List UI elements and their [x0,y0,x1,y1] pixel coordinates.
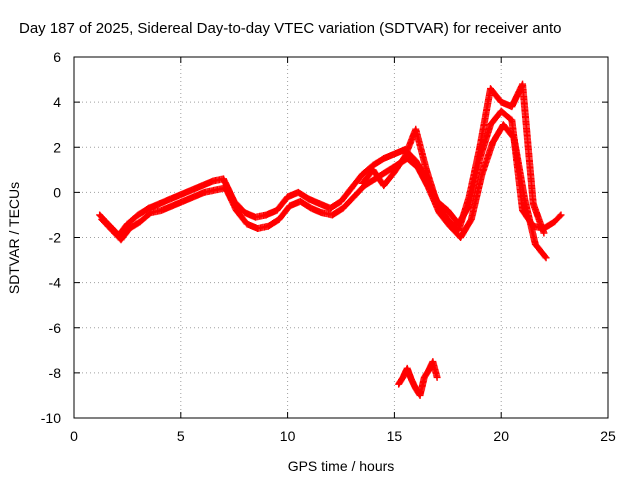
x-axis-label: GPS time / hours [288,458,395,474]
x-tick-labels: 0 5 10 15 20 25 [70,428,616,444]
data-layer [96,80,565,399]
y-tick-label: 6 [53,49,61,65]
data-series [358,80,548,237]
grid [74,57,608,418]
y-tick-label: 4 [53,94,61,110]
y-tick-label: 2 [53,139,61,155]
data-series [96,107,565,239]
y-tick-label: -2 [49,230,62,246]
x-tick-label: 10 [280,428,296,444]
series-trace [359,81,547,236]
x-tick-label: 0 [70,428,78,444]
x-tick-label: 15 [387,428,403,444]
y-tick-labels: -10 -8 -6 -4 -2 0 2 4 6 [41,49,61,426]
axis-ticks [73,56,609,419]
data-series [395,358,441,399]
series-trace [395,359,441,398]
y-tick-label: -6 [49,320,62,336]
y-tick-label: -10 [41,410,61,426]
y-tick-label: -4 [49,275,62,291]
series-trace [97,108,564,238]
x-tick-label: 25 [600,428,616,444]
y-tick-label: 0 [53,184,61,200]
x-tick-label: 20 [493,428,509,444]
data-series [98,121,550,262]
y-axis-label: SDTVAR / TECUs [6,182,22,294]
series-trace [99,122,549,261]
chart-title: Day 187 of 2025, Sidereal Day-to-day VTE… [19,20,561,37]
x-tick-label: 5 [177,428,185,444]
y-tick-label: -8 [49,365,62,381]
